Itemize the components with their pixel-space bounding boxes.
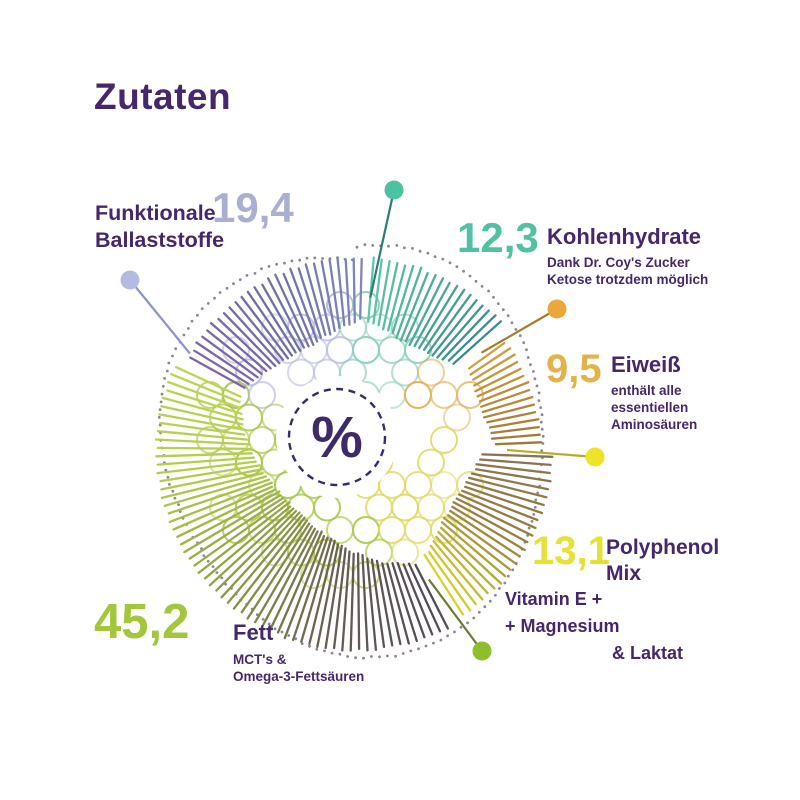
label-funktionale-ballaststoffe: Funktionale Ballaststoffe bbox=[95, 200, 224, 254]
note-laktat: & Laktat bbox=[612, 643, 684, 663]
label-fett: Fett bbox=[233, 620, 274, 645]
note-fett-line2: Omega-3-Fettsäuren bbox=[233, 669, 365, 684]
note-vitamin-e: Vitamin E + bbox=[505, 589, 603, 609]
note-magnesium: + Magnesium bbox=[505, 616, 620, 636]
value-eiweiss: 9,5 bbox=[546, 347, 602, 391]
note-eiweiss-line1: enthält alle bbox=[611, 383, 682, 398]
value-funktionale-ballaststoffe: 19,4 bbox=[212, 184, 294, 231]
note-fett-line1: MCT's & bbox=[233, 652, 287, 667]
leader-dot-4 bbox=[472, 641, 492, 661]
value-polyphenol-mix: 13,1 bbox=[532, 529, 610, 573]
note-eiweiss: enthält alle essentiellen Aminosäuren bbox=[611, 382, 697, 433]
note-kohlenhydrate-line1: Dank Dr. Coy's Zucker bbox=[547, 255, 690, 270]
leader-dot-0 bbox=[120, 270, 140, 290]
note-eiweiss-line2: essentiellen bbox=[611, 400, 689, 415]
label-polyphenol-mix: Polyphenol Mix bbox=[606, 535, 719, 587]
note-kohlenhydrate: Dank Dr. Coy's Zucker Ketose trotzdem mö… bbox=[547, 254, 708, 288]
note-kohlenhydrate-line2: Ketose trotzdem möglich bbox=[547, 272, 709, 287]
label-funktionale-line1: Funktionale bbox=[95, 201, 216, 225]
value-fett: 45,2 bbox=[94, 595, 190, 649]
label-polyphenol-line1: Polyphenol bbox=[606, 536, 720, 559]
label-funktionale-line2: Ballaststoffe bbox=[95, 228, 225, 252]
label-kohlenhydrate: Kohlenhydrate bbox=[547, 224, 702, 249]
center-percent-symbol: % bbox=[311, 405, 363, 470]
leader-dot-1 bbox=[384, 180, 404, 200]
note-fett: MCT's & Omega-3-Fettsäuren bbox=[233, 651, 364, 685]
leader-dot-3 bbox=[585, 447, 605, 467]
note-eiweiss-line3: Aminosäuren bbox=[611, 417, 698, 432]
leader-dot-2 bbox=[547, 299, 567, 319]
label-polyphenol-line2: Mix bbox=[606, 562, 642, 585]
label-eiweiss: Eiweiß bbox=[611, 352, 681, 377]
page-title: Zutaten bbox=[94, 76, 232, 117]
value-kohlenhydrate: 12,3 bbox=[457, 214, 539, 261]
